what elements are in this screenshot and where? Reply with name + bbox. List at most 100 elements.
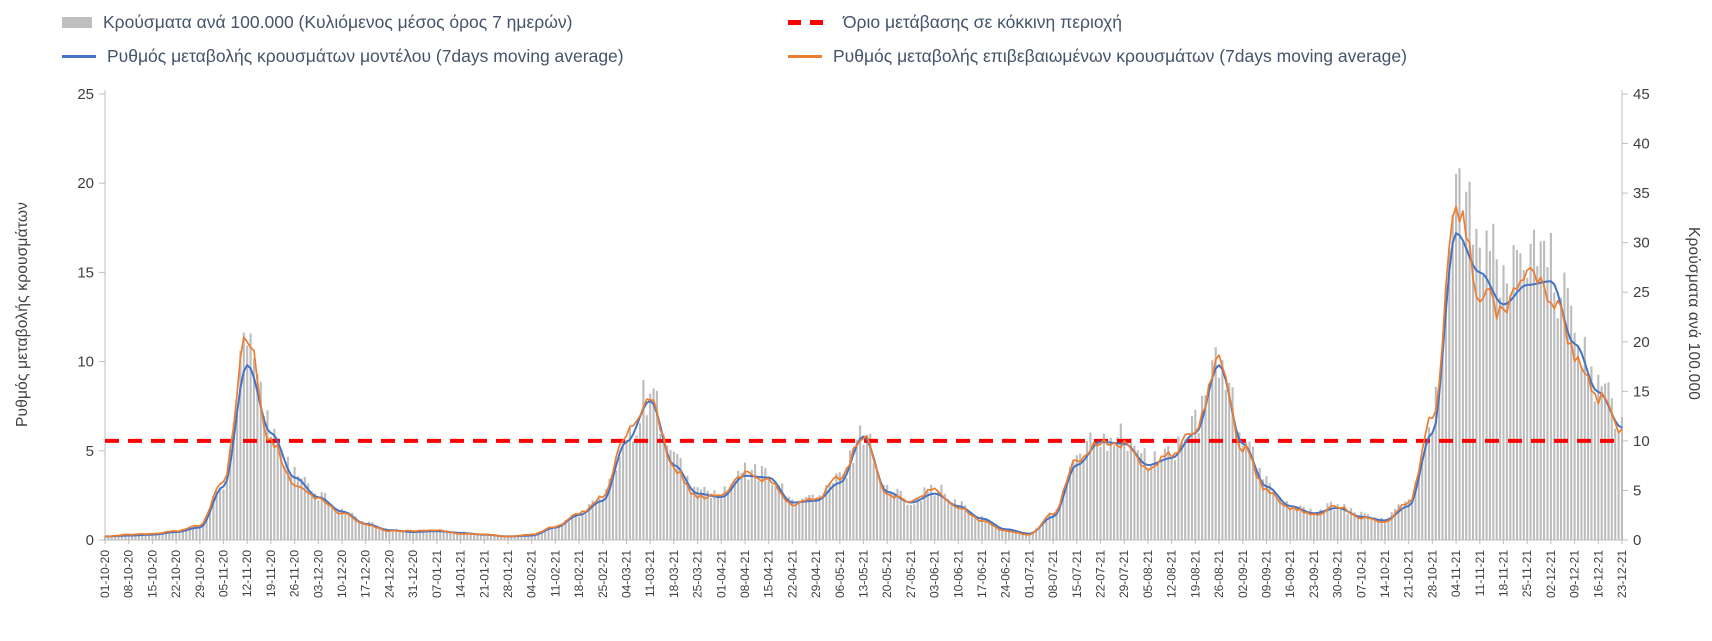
right-axis-tick-label: 40 xyxy=(1633,136,1650,153)
right-axis-tick-label: 35 xyxy=(1633,185,1650,202)
x-axis-date-label: 13-05-21 xyxy=(857,550,871,598)
x-axis-date-label: 07-10-21 xyxy=(1354,550,1368,598)
x-axis-date-label: 24-12-20 xyxy=(382,550,396,598)
left-axis-tick-label: 20 xyxy=(77,175,94,192)
right-axis-tick-label: 5 xyxy=(1633,482,1641,499)
x-axis-date-label: 18-02-21 xyxy=(572,550,586,598)
x-axis-date-label: 04-02-21 xyxy=(525,550,539,598)
cases-bar-swatch xyxy=(62,17,92,28)
x-axis-date-label: 08-04-21 xyxy=(738,550,752,598)
x-axis-date-label: 19-11-20 xyxy=(264,550,278,597)
x-axis-date-label: 22-10-20 xyxy=(169,550,183,598)
cases-bars-series xyxy=(103,168,1624,540)
x-axis-date-label: 28-01-21 xyxy=(501,550,515,598)
x-axis-date-label: 25-02-21 xyxy=(596,550,610,598)
x-axis-date-label: 22-04-21 xyxy=(785,550,799,598)
x-axis-date-label: 08-10-20 xyxy=(122,550,136,598)
x-axis-date-label: 21-01-21 xyxy=(477,550,491,598)
x-axis-date-label: 05-11-20 xyxy=(217,550,231,597)
legend-item-model-rate: Ρυθμός μεταβολής κρουσμάτων μοντέλου (7d… xyxy=(62,46,788,67)
left-axis-tick-label: 10 xyxy=(77,354,94,371)
legend-item-cases-bars: Κρούσματα ανά 100.000 (Κυλιόμενος μέσος … xyxy=(62,12,788,33)
x-axis-date-label: 19-08-21 xyxy=(1188,550,1202,598)
right-axis-tick-label: 25 xyxy=(1633,284,1650,301)
left-axis-tick-label: 15 xyxy=(77,264,94,281)
x-axis-date-label: 15-04-21 xyxy=(762,550,776,598)
legend-item-red-threshold: Όριο μετάβασης σε κόκκινη περιοχή xyxy=(788,12,1702,33)
x-axis-date-label: 18-03-21 xyxy=(667,550,681,598)
x-axis-date-label: 17-12-20 xyxy=(359,550,373,598)
x-axis-date-label: 28-10-21 xyxy=(1425,550,1439,598)
x-axis-date-label: 11-11-21 xyxy=(1473,550,1487,597)
x-axis-date-label: 14-10-21 xyxy=(1378,550,1392,598)
x-axis-date-label: 11-02-21 xyxy=(548,550,562,597)
x-axis-date-label: 09-09-21 xyxy=(1259,550,1273,598)
x-axis-date-label: 02-12-21 xyxy=(1544,550,1558,598)
x-axis-labels: 01-10-20 08-10-20 15-10-20 22-10-20 29-10-20… xyxy=(98,540,1629,598)
x-axis-date-label: 03-06-21 xyxy=(928,550,942,598)
x-axis-date-label: 17-06-21 xyxy=(975,550,989,598)
legend-label-red-threshold: Όριο μετάβασης σε κόκκινη περιοχή xyxy=(843,12,1123,32)
x-axis-date-label: 25-11-21 xyxy=(1520,550,1534,597)
x-axis-date-label: 29-07-21 xyxy=(1117,550,1131,598)
x-axis-date-label: 22-07-21 xyxy=(1094,550,1108,598)
right-axis-tick-label: 30 xyxy=(1633,235,1650,252)
threshold-dashed-line-swatch xyxy=(788,20,832,25)
x-axis-date-label: 31-12-20 xyxy=(406,550,420,598)
x-axis-date-label: 20-05-21 xyxy=(880,550,894,598)
x-axis-date-label: 08-07-21 xyxy=(1046,550,1060,598)
right-axis-ticks: 0 5 10 15 20 25 30 35 40 45 xyxy=(1622,86,1650,549)
model-line-swatch xyxy=(62,55,96,58)
legend-label-confirmed-rate: Ρυθμός μεταβολής επιβεβαιωμένων κρουσμάτ… xyxy=(833,46,1407,66)
x-axis-date-label: 15-10-20 xyxy=(145,550,159,598)
left-axis-tick-label: 0 xyxy=(86,532,94,549)
x-axis-date-label: 26-08-21 xyxy=(1212,550,1226,598)
x-axis-date-label: 29-10-20 xyxy=(193,550,207,598)
x-axis-date-label: 27-05-21 xyxy=(904,550,918,598)
x-axis-date-label: 06-05-21 xyxy=(833,550,847,598)
x-axis-date-label: 11-03-21 xyxy=(643,550,657,597)
x-axis-date-label: 01-10-20 xyxy=(98,550,112,598)
x-axis-date-label: 09-12-21 xyxy=(1568,550,1582,598)
x-axis-date-label: 26-11-20 xyxy=(288,550,302,597)
x-axis-date-label: 18-11-21 xyxy=(1496,550,1510,597)
x-axis-date-label: 23-12-21 xyxy=(1615,550,1629,598)
x-axis-date-label: 23-09-21 xyxy=(1307,550,1321,598)
x-axis-date-label: 02-09-21 xyxy=(1236,550,1250,598)
legend-label-cases-bars: Κρούσματα ανά 100.000 (Κυλιόμενος μέσος … xyxy=(103,12,573,32)
left-axis-tick-label: 25 xyxy=(77,86,94,103)
left-axis-ticks: 0 5 10 15 20 25 xyxy=(77,86,105,549)
x-axis-date-label: 16-09-21 xyxy=(1283,550,1297,598)
x-axis-date-label: 12-11-20 xyxy=(240,550,254,597)
left-axis-tick-label: 5 xyxy=(86,443,94,460)
chart-legend: Κρούσματα ανά 100.000 (Κυλιόμενος μέσος … xyxy=(62,12,1702,67)
x-axis-date-label: 12-08-21 xyxy=(1165,550,1179,598)
right-axis-tick-label: 15 xyxy=(1633,383,1650,400)
legend-label-model-rate: Ρυθμός μεταβολής κρουσμάτων μοντέλου (7d… xyxy=(107,46,624,66)
x-axis-date-label: 01-07-21 xyxy=(1022,550,1036,598)
x-axis-date-label: 16-12-21 xyxy=(1591,550,1605,598)
right-axis-title: Κρούσματα ανά 100.000 xyxy=(1685,227,1702,401)
x-axis-date-label: 24-06-21 xyxy=(999,550,1013,598)
x-axis-date-label: 10-12-20 xyxy=(335,550,349,598)
x-axis-date-label: 01-04-21 xyxy=(714,550,728,598)
x-axis-date-label: 15-07-21 xyxy=(1070,550,1084,598)
x-axis-date-label: 04-03-21 xyxy=(619,550,633,598)
x-axis-date-label: 04-11-21 xyxy=(1449,550,1463,597)
right-axis-tick-label: 20 xyxy=(1633,334,1650,351)
right-axis-tick-label: 45 xyxy=(1633,86,1650,103)
x-axis-date-label: 29-04-21 xyxy=(809,550,823,598)
x-axis-date-label: 07-01-21 xyxy=(430,550,444,598)
x-axis-date-label: 03-12-20 xyxy=(311,550,325,598)
confirmed-line-swatch xyxy=(788,55,822,58)
x-axis-date-label: 21-10-21 xyxy=(1402,550,1416,598)
x-axis-date-label: 10-06-21 xyxy=(951,550,965,598)
combo-chart: 0 5 10 15 20 25 0 5 10 15 20 25 30 35 40 45 01-10-20 08-1… xyxy=(77,86,1650,598)
right-axis-tick-label: 0 xyxy=(1633,532,1641,549)
x-axis-date-label: 14-01-21 xyxy=(454,550,468,598)
legend-item-confirmed-rate: Ρυθμός μεταβολής επιβεβαιωμένων κρουσμάτ… xyxy=(788,46,1702,67)
right-axis-tick-label: 10 xyxy=(1633,433,1650,450)
x-axis-date-label: 30-09-21 xyxy=(1331,550,1345,598)
confirmed-rate-line xyxy=(104,205,1623,538)
